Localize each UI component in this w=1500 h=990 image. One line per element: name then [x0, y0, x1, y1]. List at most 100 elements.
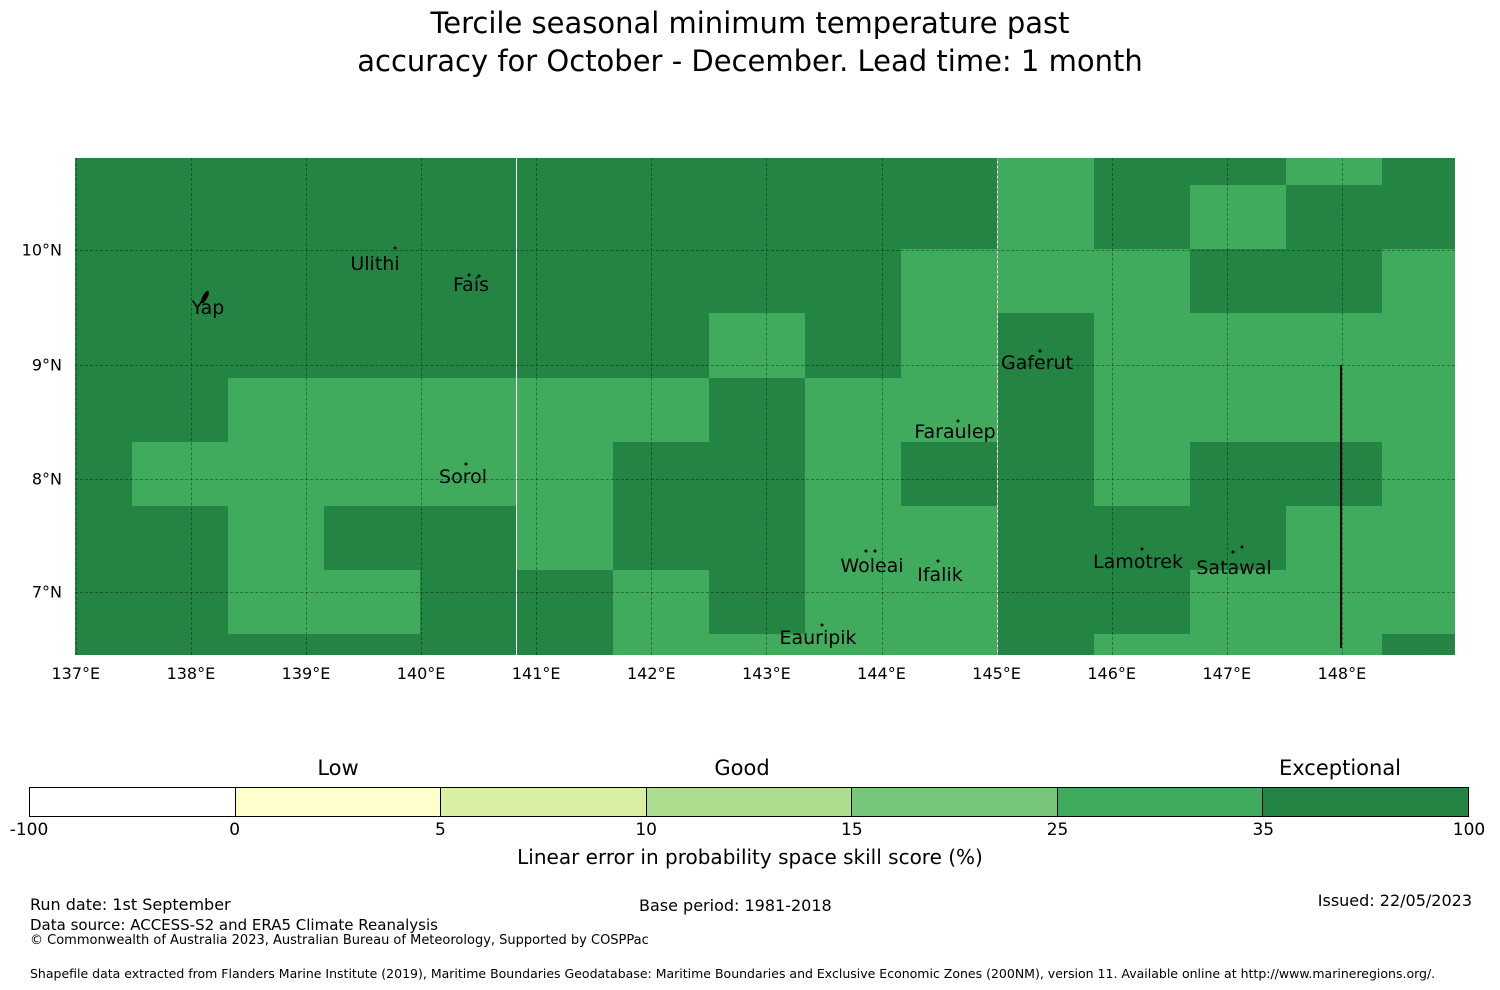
island-marker [936, 559, 940, 563]
map-cell [1286, 441, 1383, 506]
colorbar-tick-label: -100 [9, 820, 49, 840]
map-cell [997, 570, 1094, 635]
map-cell [516, 506, 613, 571]
map-cell [227, 441, 325, 506]
longitude-gridline [421, 158, 423, 655]
map-cell [1382, 158, 1455, 185]
longitude-gridline [996, 158, 998, 655]
colorbar-category-label: Low [317, 756, 359, 780]
x-tick-label: 140°E [396, 664, 446, 683]
map-cell [708, 249, 806, 314]
map-cell [227, 158, 325, 185]
x-tick-label: 141°E [511, 664, 561, 683]
map-cell [131, 441, 228, 506]
island-marker [1231, 550, 1235, 554]
map-cell [227, 185, 325, 250]
run-date-text: Run date: 1st September [30, 895, 231, 914]
map-cell [708, 506, 806, 571]
map-cell [1093, 377, 1190, 442]
map-cell [612, 506, 709, 571]
latitude-gridline [75, 364, 1455, 366]
map-cell [75, 249, 132, 314]
map-cell [1093, 313, 1190, 378]
map-cell [75, 570, 132, 635]
map-cell [1382, 313, 1455, 378]
map-cell [901, 185, 998, 250]
map-cell [516, 634, 613, 655]
latitude-gridline [75, 478, 1455, 480]
map-cell [805, 377, 902, 442]
map-cell [1382, 377, 1455, 442]
colorbar-segment [1057, 788, 1264, 816]
map-cell [805, 441, 902, 506]
map-cell [516, 377, 613, 442]
eez-boundary-line [1340, 365, 1342, 648]
map-cell [420, 634, 517, 655]
colorbar-category-label: Good [714, 756, 770, 780]
map-cell [1093, 185, 1190, 250]
map-cell [612, 249, 709, 314]
map-cell [1093, 158, 1190, 185]
island-label: Eauripik [779, 627, 857, 649]
island-label: Lamotrek [1093, 551, 1183, 573]
colorbar-tick-label: 15 [841, 820, 863, 840]
map-cell [1189, 634, 1287, 655]
island-marker [393, 246, 397, 250]
island-label: Fais [452, 274, 490, 296]
x-tick-label: 142°E [626, 664, 676, 683]
map-cell [131, 377, 228, 442]
longitude-gridline [190, 158, 192, 655]
map-cell [420, 570, 517, 635]
colorbar-segment [235, 788, 442, 816]
map-cell [1382, 506, 1455, 571]
map-cell [1189, 313, 1287, 378]
map-cell [901, 506, 998, 571]
map-cell [901, 441, 998, 506]
map-cell [324, 185, 421, 250]
map-cell [516, 313, 613, 378]
map-cell [420, 377, 517, 442]
map-plot-area: Yap Ulithi Fais Sorol Gaferut Faraulep Woleai I… [75, 158, 1455, 655]
map-cell [1286, 377, 1383, 442]
map-cell [75, 506, 132, 571]
x-tick-label: 147°E [1202, 664, 1252, 683]
map-cell [420, 249, 517, 314]
map-cell [75, 313, 132, 378]
colorbar-segment [1263, 788, 1469, 816]
map-cell [324, 506, 421, 571]
map-cell [75, 185, 132, 250]
map-cell [227, 634, 325, 655]
colorbar-tick-label: 35 [1252, 820, 1275, 840]
map-cell [227, 313, 325, 378]
map-cell [1093, 249, 1190, 314]
data-source-text: Data source: ACCESS-S2 and ERA5 Climate … [30, 916, 438, 934]
y-tick-label: 9°N [31, 355, 62, 375]
island-label: Ulithi [350, 253, 400, 275]
colorbar [29, 787, 1469, 817]
chart-title-line1: Tercile seasonal minimum temperature pas… [430, 6, 1070, 40]
map-cell [708, 313, 806, 378]
map-cell [612, 313, 709, 378]
map-cell [227, 377, 325, 442]
island-marker [1240, 545, 1244, 549]
y-tick-label: 10°N [21, 240, 62, 260]
map-cell [131, 313, 228, 378]
map-cell [997, 377, 1094, 442]
map-cell [324, 570, 421, 635]
map-cell [131, 506, 228, 571]
island-marker [1038, 349, 1042, 353]
colorbar-tick-label: 0 [229, 820, 241, 840]
map-cell [324, 441, 421, 506]
longitude-gridline [881, 158, 883, 655]
map-cell [612, 377, 709, 442]
longitude-gridline [766, 158, 768, 655]
chart-title: Tercile seasonal minimum temperature pas… [0, 4, 1500, 80]
map-cell [1286, 185, 1383, 250]
map-cell [805, 313, 902, 378]
map-cell [227, 570, 325, 635]
map-cell [708, 570, 806, 635]
map-cell [1286, 249, 1383, 314]
map-cell [1286, 158, 1383, 185]
island-marker [820, 623, 824, 627]
